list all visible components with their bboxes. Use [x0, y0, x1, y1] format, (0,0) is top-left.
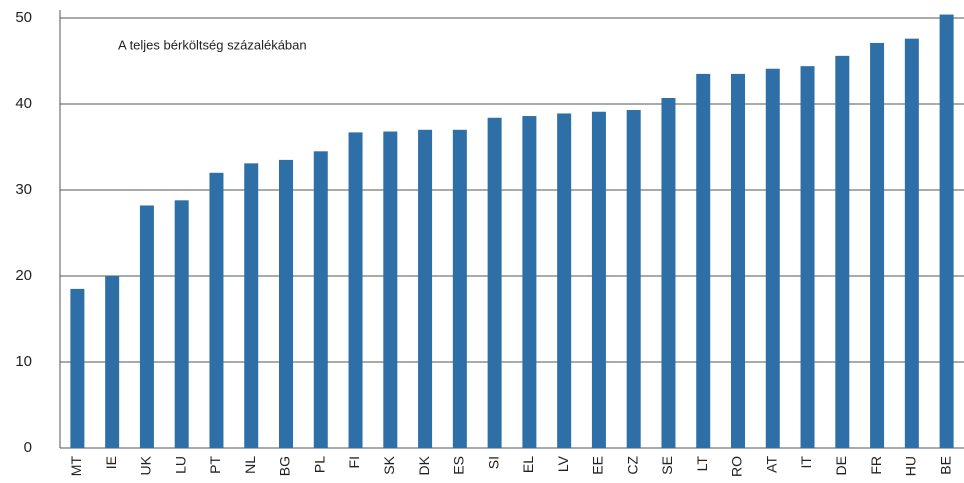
- bar: [904, 38, 919, 448]
- x-tick-label: HU: [903, 456, 919, 476]
- bar: [70, 288, 85, 448]
- x-tick-label: FR: [868, 456, 884, 475]
- bar: [765, 68, 780, 449]
- bar: [939, 14, 954, 449]
- bar: [174, 200, 189, 448]
- bar: [279, 159, 293, 448]
- y-tick-label: 10: [15, 353, 32, 370]
- bar: [313, 151, 328, 449]
- bar: [696, 73, 711, 449]
- x-tick-label: DK: [416, 455, 432, 475]
- bar: [487, 117, 502, 448]
- x-tick-label: FI: [346, 456, 362, 468]
- bar: [800, 66, 815, 448]
- x-tick-label: LV: [555, 455, 571, 472]
- bar: [870, 42, 885, 448]
- x-tick-label: IE: [103, 456, 119, 469]
- bar: [452, 129, 467, 449]
- annotation: A teljes bérköltség százalékában: [118, 37, 307, 52]
- bar: [557, 113, 572, 449]
- x-tick-label: LT: [694, 456, 710, 472]
- bar: [383, 131, 398, 448]
- bar: [835, 55, 850, 449]
- x-tick-label: MT: [68, 456, 84, 477]
- x-tick-label: LU: [172, 456, 188, 474]
- bar: [626, 110, 641, 449]
- bar: [348, 132, 363, 448]
- bar: [522, 116, 537, 448]
- x-tick-label: DE: [833, 456, 849, 475]
- x-tick-label: ES: [451, 456, 467, 475]
- x-tick-label: CZ: [624, 456, 640, 475]
- x-tick-label: NL: [242, 456, 258, 474]
- bar: [244, 163, 259, 448]
- y-tick-label: 0: [24, 439, 32, 456]
- bar: [418, 129, 433, 449]
- x-tick-label: IT: [798, 456, 814, 469]
- x-tick-label: BE: [937, 456, 953, 475]
- bar: [731, 73, 745, 449]
- x-tick-label: SK: [381, 455, 397, 474]
- x-tick-label: AT: [763, 456, 779, 473]
- y-tick-label: 50: [15, 9, 32, 26]
- bar: [105, 276, 120, 448]
- bar: [591, 111, 606, 449]
- bar: [661, 97, 676, 448]
- bar: [139, 205, 154, 448]
- x-tick-label: EL: [520, 456, 536, 473]
- bar: [209, 172, 224, 449]
- x-tick-label: BG: [277, 456, 293, 476]
- x-tick-label: RO: [729, 456, 745, 477]
- x-tick-label: SE: [659, 456, 675, 475]
- y-tick-label: 40: [15, 95, 32, 112]
- x-tick-label: EE: [590, 456, 606, 475]
- x-tick-label: PT: [207, 456, 223, 474]
- x-tick-label: SI: [485, 456, 501, 469]
- y-tick-label: 20: [15, 267, 32, 284]
- y-tick-label: 30: [15, 181, 32, 198]
- x-tick-label: UK: [138, 455, 154, 475]
- x-tick-label: PL: [311, 456, 327, 473]
